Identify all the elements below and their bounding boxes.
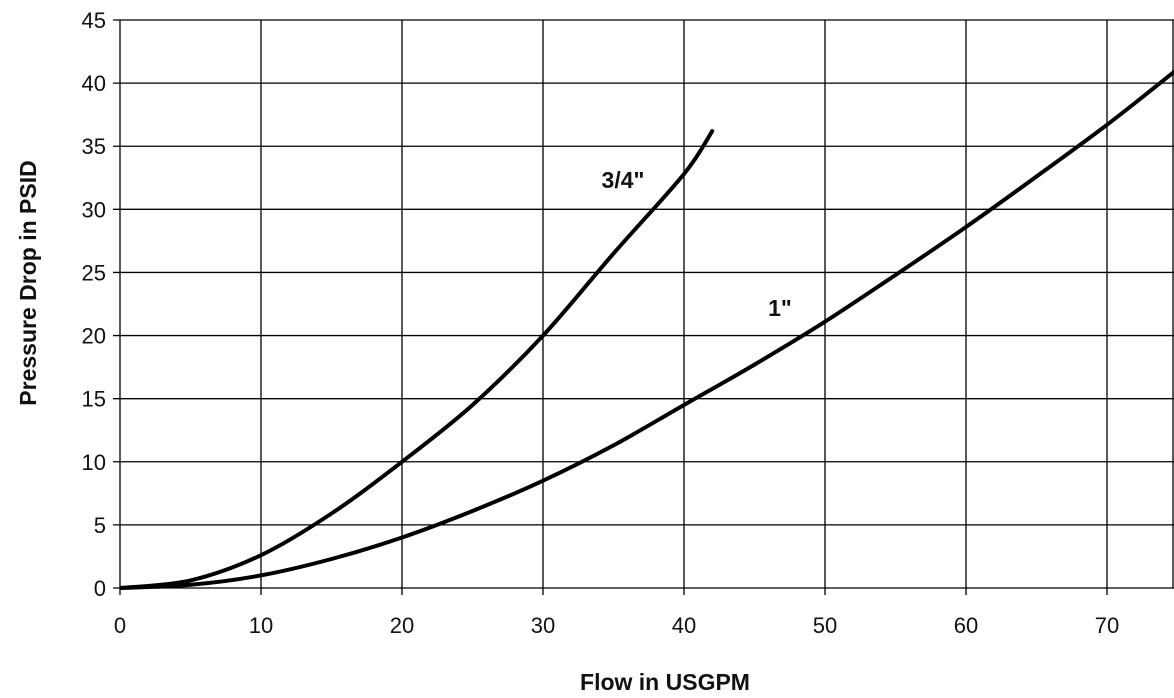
- x-tick-label: 10: [249, 613, 273, 638]
- x-tick-label: 60: [954, 613, 978, 638]
- y-tick-label: 35: [82, 134, 106, 159]
- x-tick-label: 0: [114, 613, 126, 638]
- x-tick-label: 50: [813, 613, 837, 638]
- series-label-3-4-inch: 3/4": [602, 167, 645, 193]
- y-tick-label: 20: [82, 324, 106, 349]
- y-tick-label: 45: [82, 8, 106, 33]
- y-tick-label: 10: [82, 450, 106, 475]
- y-tick-label: 15: [82, 387, 106, 412]
- curve-3-4-inch: [120, 129, 715, 590]
- y-tick-label: 25: [82, 260, 106, 285]
- tick-labels: 0 10 20 30 40 50 60 70 0 5 10 15 20 25 30 35 40 45: [82, 8, 1120, 638]
- x-tick-label: 40: [672, 613, 696, 638]
- series-curves: [120, 69, 1174, 590]
- x-tick-label: 30: [531, 613, 555, 638]
- x-axis-label: Flow in USGPM: [580, 669, 750, 695]
- series-label-1-inch: 1": [768, 295, 792, 321]
- x-tick-label: 20: [390, 613, 414, 638]
- curve-1-inch: [120, 69, 1174, 590]
- y-tick-label: 30: [82, 197, 106, 222]
- x-tick-label: 70: [1095, 613, 1119, 638]
- y-tick-label: 5: [94, 513, 106, 538]
- y-tick-label: 40: [82, 71, 106, 96]
- y-axis-label: Pressure Drop in PSID: [15, 160, 41, 405]
- grid: [113, 19, 1174, 595]
- y-tick-label: 0: [94, 576, 106, 601]
- series-labels: 3/4" 1": [602, 167, 792, 321]
